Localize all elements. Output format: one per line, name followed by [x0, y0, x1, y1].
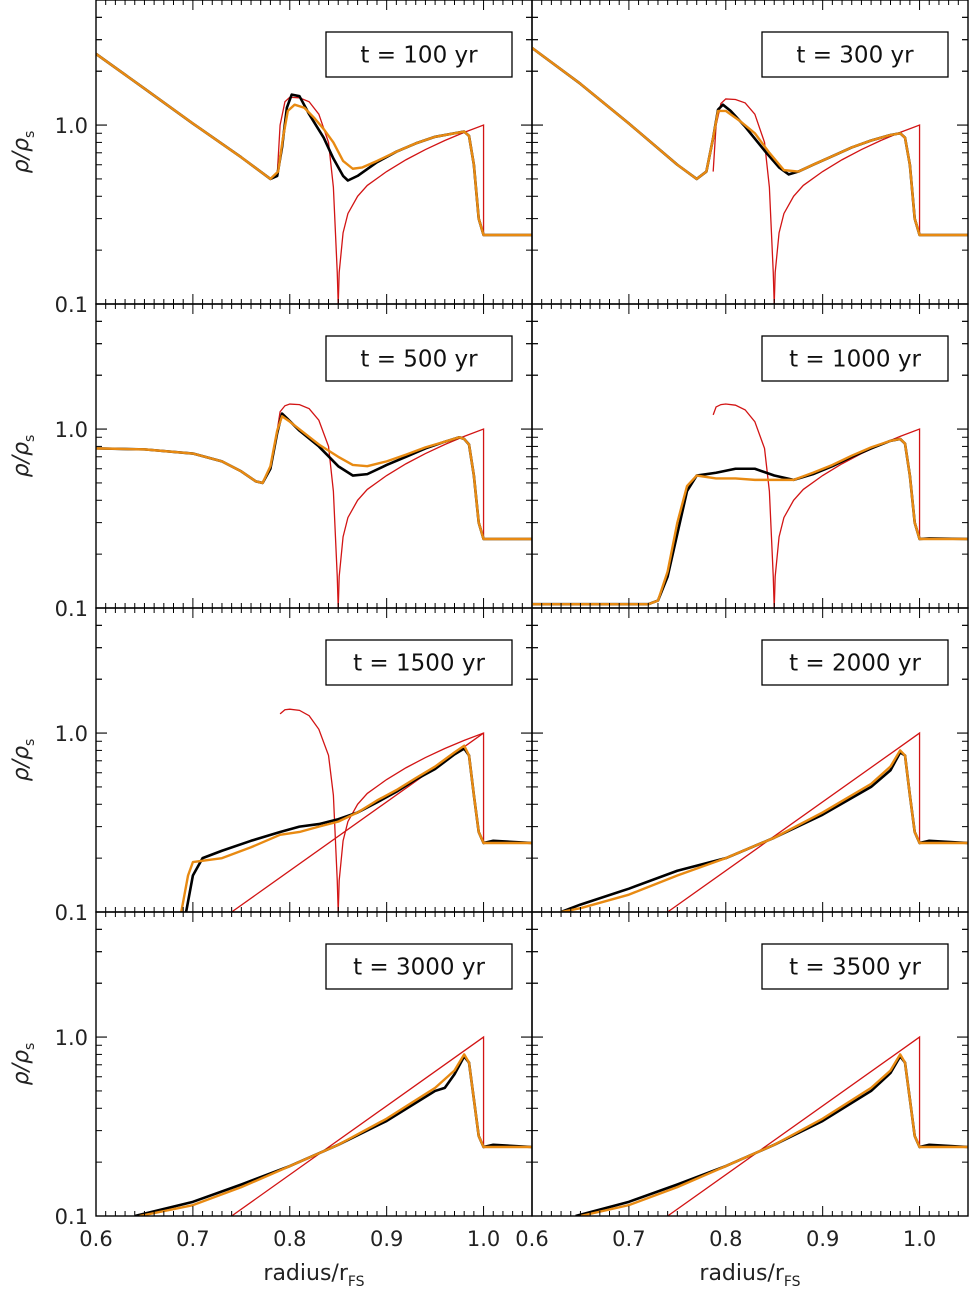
analytic-curve-red-left	[279, 708, 339, 912]
orange-series-line	[532, 46, 968, 237]
y-tick-label: 0.1	[55, 901, 88, 925]
time-label: t = 3500 yr	[789, 955, 921, 981]
time-label-box	[761, 31, 949, 78]
black-series-line	[96, 52, 532, 237]
black-series-line	[184, 747, 532, 912]
plot-area	[96, 403, 532, 608]
y-tick-label: 1.0	[55, 722, 88, 746]
black-series-line	[575, 1055, 968, 1216]
orange-series-line	[96, 52, 532, 237]
time-label-box	[761, 639, 949, 686]
y-axis-label: ρ/ρs	[9, 739, 38, 782]
analytic-curve-red-right	[337, 124, 532, 304]
panel-7: t = 3000 yr 0.1 1.0 ρ/ρs 0.6 0.7 0.8 0.9 1.0 radi…	[9, 911, 533, 1290]
x-tick-label: 0.8	[709, 1227, 742, 1251]
analytic-curve-red-line	[667, 1035, 968, 1216]
y-tick-label: 1.0	[55, 114, 88, 138]
x-tick-label: 0.9	[370, 1227, 403, 1251]
orange-series-line	[532, 437, 968, 606]
analytic-curve-red-left	[276, 403, 339, 608]
panel-2: t = 300 yr	[531, 0, 969, 305]
panel-frame	[531, 911, 969, 1217]
time-label: t = 500 yr	[360, 347, 478, 373]
orange-series-line	[96, 415, 532, 541]
x-tick-label: 0.7	[612, 1227, 645, 1251]
x-tick-label: 0.7	[176, 1227, 209, 1251]
panel-6: t = 2000 yr	[531, 607, 969, 913]
time-label-box	[325, 639, 513, 686]
plot-area	[560, 731, 968, 912]
x-tick-label: 0.8	[273, 1227, 306, 1251]
y-tick-label: 1.0	[55, 1026, 88, 1050]
orange-series-line	[580, 1053, 968, 1216]
y-tick-label: 0.1	[55, 293, 88, 317]
x-axis-label: radius/rFS	[699, 1261, 800, 1290]
time-label: t = 1000 yr	[789, 347, 921, 373]
x-tick-label: 0.9	[806, 1227, 839, 1251]
y-tick-label: 0.1	[55, 597, 88, 621]
x-tick-label: 1.0	[903, 1227, 936, 1251]
black-series-line	[96, 412, 532, 541]
orange-series-line	[560, 749, 968, 912]
y-tick-label: 0.1	[55, 1205, 88, 1229]
panel-5: t = 1500 yr 0.1 1.0 ρ/ρs	[9, 607, 533, 925]
plot-area	[180, 708, 532, 912]
analytic-curve-red-right	[337, 732, 532, 912]
time-label-box	[325, 335, 513, 382]
panel-1: t = 100 yr 0.1 1.0 ρ/ρs	[9, 0, 533, 317]
orange-series-line	[139, 1053, 532, 1216]
analytic-curve-red-left	[712, 98, 775, 304]
time-label-box	[761, 943, 949, 990]
plot-area	[96, 52, 532, 304]
time-label: t = 1500 yr	[353, 651, 485, 677]
x-tick-label: 0.6	[79, 1227, 112, 1251]
plot-area	[575, 1035, 968, 1216]
time-label-box	[761, 335, 949, 382]
time-label: t = 3000 yr	[353, 955, 485, 981]
analytic-curve-red-right	[337, 428, 532, 608]
y-axis-label: ρ/ρs	[9, 131, 38, 174]
analytic-curve-red-left	[712, 403, 775, 608]
panel-3: t = 500 yr 0.1 1.0 ρ/ρs	[9, 303, 533, 621]
x-axis-label: radius/rFS	[263, 1261, 364, 1290]
time-label-box	[325, 31, 513, 78]
analytic-curve-red-right	[773, 124, 968, 304]
plot-area	[134, 1035, 532, 1216]
panel-8: t = 3500 yr 0.6 0.7 0.8 0.9 1.0 radius/rFS	[515, 911, 969, 1290]
time-label: t = 100 yr	[360, 43, 478, 69]
y-axis-label: ρ/ρs	[9, 1043, 38, 1086]
analytic-curve-red-line	[231, 1035, 532, 1216]
analytic-curve-red-left	[276, 96, 339, 304]
plot-area	[532, 403, 968, 608]
analytic-curve-red-right	[773, 428, 968, 608]
orange-series-line	[180, 744, 532, 912]
y-tick-label: 1.0	[55, 418, 88, 442]
panel-4: t = 1000 yr	[531, 303, 969, 609]
x-tick-label: 1.0	[467, 1227, 500, 1251]
x-tick-label: 0.6	[515, 1227, 548, 1251]
black-series-line	[532, 437, 968, 606]
y-axis-label: ρ/ρs	[9, 435, 38, 478]
analytic-curve-red-line	[667, 731, 968, 912]
time-label: t = 2000 yr	[789, 651, 921, 677]
time-label: t = 300 yr	[796, 43, 914, 69]
time-label-box	[325, 943, 513, 990]
plot-area	[532, 46, 968, 304]
